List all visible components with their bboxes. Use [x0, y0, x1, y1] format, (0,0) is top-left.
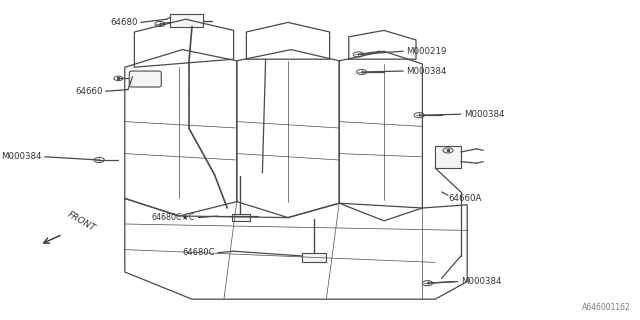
FancyBboxPatch shape	[302, 253, 326, 262]
Text: M000384: M000384	[406, 67, 447, 76]
FancyBboxPatch shape	[435, 146, 461, 168]
Text: M000219: M000219	[406, 47, 447, 56]
Text: A646001162: A646001162	[582, 303, 630, 312]
FancyBboxPatch shape	[129, 71, 161, 87]
FancyBboxPatch shape	[170, 14, 203, 27]
Text: M000384: M000384	[464, 110, 504, 119]
Text: M000384: M000384	[1, 152, 42, 161]
Text: 64680C: 64680C	[182, 248, 214, 257]
Text: FRONT: FRONT	[66, 210, 97, 233]
Text: 64660A: 64660A	[448, 194, 481, 203]
Text: 64660: 64660	[75, 87, 102, 96]
Text: 64680C★C: 64680C★C	[152, 213, 195, 222]
Text: 64680: 64680	[110, 18, 138, 27]
FancyBboxPatch shape	[232, 214, 250, 221]
Text: M000384: M000384	[461, 277, 501, 286]
